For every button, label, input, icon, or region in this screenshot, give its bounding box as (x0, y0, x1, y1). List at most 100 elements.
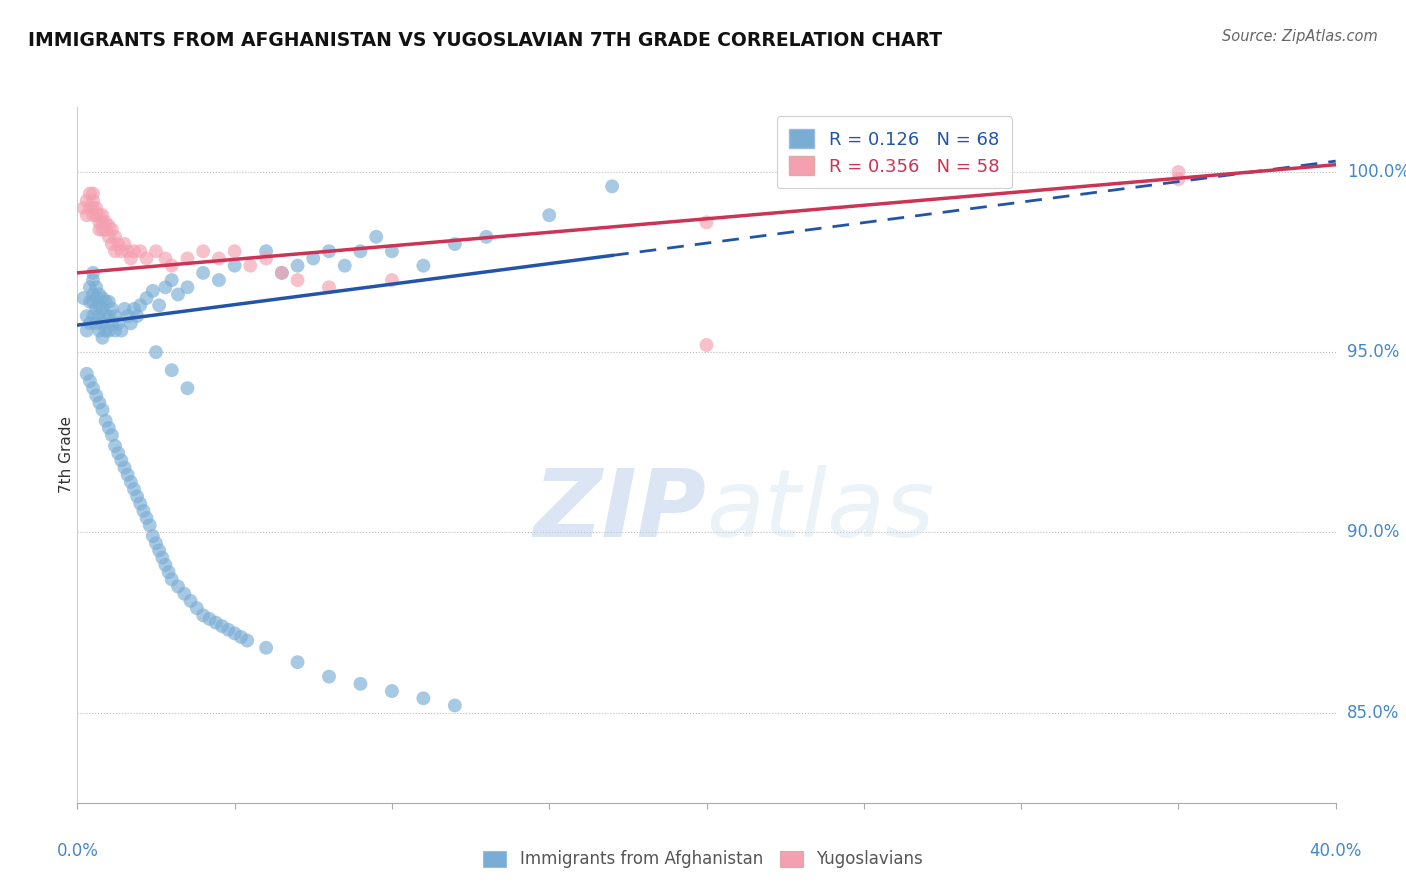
Point (84, 208, 107, 222)
Point (76, 324, 98, 338)
Point (122, 244, 145, 259)
Text: 95.0%: 95.0% (1347, 343, 1399, 361)
Point (412, 259, 434, 273)
Point (132, 504, 155, 518)
Point (89, 287, 111, 301)
Text: Source: ZipAtlas.com: Source: ZipAtlas.com (1222, 29, 1378, 44)
Point (191, 244, 215, 259)
Point (176, 252, 198, 266)
Point (287, 259, 309, 273)
Point (349, 677, 371, 691)
Point (72, 201, 94, 215)
Point (145, 244, 167, 259)
Point (107, 237, 129, 252)
Point (1167, 165, 1189, 179)
Point (82, 208, 104, 222)
Text: 40.0%: 40.0% (1309, 842, 1362, 860)
Point (91, 215, 114, 229)
Point (89, 222, 111, 236)
Point (91, 331, 114, 345)
Point (104, 309, 127, 323)
Point (89, 309, 111, 323)
Point (82, 201, 104, 215)
Point (84, 301, 107, 316)
Point (224, 259, 246, 273)
Point (84, 291, 107, 305)
Y-axis label: 7th Grade: 7th Grade (59, 417, 73, 493)
Point (110, 244, 132, 259)
Point (381, 244, 404, 259)
Point (412, 691, 434, 706)
Point (148, 298, 170, 312)
Point (120, 316, 142, 330)
Point (94, 309, 117, 323)
Point (89, 324, 111, 338)
Point (94, 324, 117, 338)
Point (318, 244, 340, 259)
Point (91, 222, 114, 236)
Point (82, 266, 104, 280)
Point (287, 655, 309, 669)
Point (97, 294, 120, 309)
Point (97, 309, 120, 323)
Point (224, 244, 246, 259)
Point (127, 309, 149, 323)
Point (538, 208, 561, 222)
Point (254, 640, 277, 655)
Point (155, 558, 177, 572)
Point (91, 316, 114, 330)
Point (82, 186, 104, 201)
Point (191, 266, 215, 280)
Point (155, 280, 177, 294)
Point (104, 439, 127, 453)
Point (101, 237, 124, 252)
Point (254, 252, 277, 266)
Point (104, 229, 127, 244)
Point (349, 244, 371, 259)
Point (155, 252, 177, 266)
Point (114, 237, 136, 252)
Point (176, 381, 198, 395)
Point (117, 244, 139, 259)
Point (101, 301, 124, 316)
Point (696, 215, 718, 229)
Legend: R = 0.126   N = 68, R = 0.356   N = 58: R = 0.126 N = 68, R = 0.356 N = 58 (776, 116, 1012, 188)
Point (381, 684, 404, 698)
Point (224, 626, 246, 640)
Text: 85.0%: 85.0% (1347, 704, 1399, 722)
Point (101, 316, 124, 330)
Point (110, 324, 132, 338)
Point (208, 273, 231, 287)
Point (79, 280, 101, 294)
Point (110, 453, 132, 467)
Point (208, 252, 231, 266)
Text: 0.0%: 0.0% (56, 842, 98, 860)
Point (1167, 172, 1189, 186)
Point (79, 294, 101, 309)
Point (318, 280, 340, 294)
Point (135, 252, 157, 266)
Point (82, 381, 104, 395)
Point (127, 489, 149, 503)
Point (122, 482, 145, 496)
Point (204, 615, 226, 630)
Point (117, 467, 139, 482)
Point (135, 511, 157, 525)
Point (79, 201, 101, 215)
Point (129, 244, 152, 259)
Point (129, 298, 152, 312)
Text: IMMIGRANTS FROM AFGHANISTAN VS YUGOSLAVIAN 7TH GRADE CORRELATION CHART: IMMIGRANTS FROM AFGHANISTAN VS YUGOSLAVI… (28, 31, 942, 50)
Legend: Immigrants from Afghanistan, Yugoslavians: Immigrants from Afghanistan, Yugoslavian… (475, 842, 931, 877)
Point (79, 374, 101, 388)
Point (114, 460, 136, 475)
Point (236, 633, 259, 648)
Point (107, 316, 129, 330)
Point (270, 266, 292, 280)
Point (229, 630, 252, 644)
Text: 100.0%: 100.0% (1347, 163, 1406, 181)
Point (239, 259, 262, 273)
Point (94, 215, 117, 229)
Point (217, 623, 239, 637)
Point (173, 587, 195, 601)
Point (160, 363, 183, 377)
